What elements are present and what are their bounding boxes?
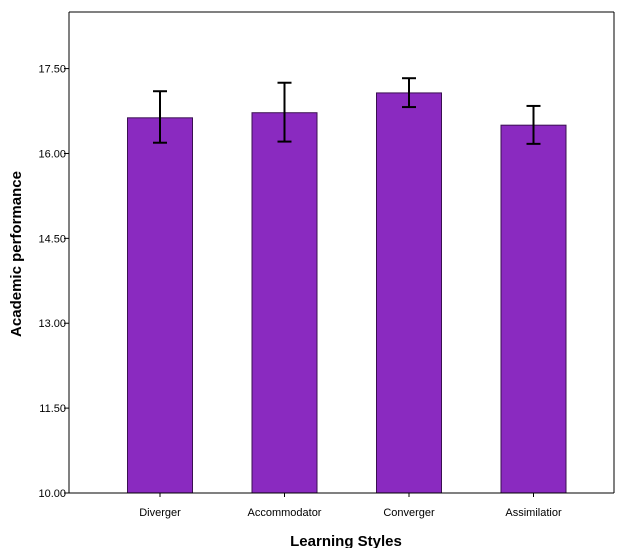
- x-tick-label: Converger: [383, 507, 435, 519]
- y-tick-label: 11.50: [39, 403, 66, 415]
- x-tick-label: Diverger: [139, 507, 181, 519]
- x-axis-title: Learning Styles: [290, 533, 402, 548]
- error-bar-converger: [402, 77, 416, 109]
- x-ticks-layer: Diverger Accommodator Converger Assimilatio…: [139, 493, 562, 519]
- y-tick-label: 13.00: [38, 318, 66, 330]
- error-bar-accommodator: [277, 81, 292, 143]
- y-ticks-layer: 10.00 11.50 13.00 14.50 16.00 17.50: [38, 64, 69, 500]
- y-tick-label: 16.00: [38, 148, 66, 160]
- error-bar-diverger: [153, 90, 167, 144]
- bars-layer: [127, 92, 567, 494]
- bar-converger: [376, 92, 442, 494]
- bar-assimilatior: [500, 124, 567, 494]
- x-tick-label: Assimilatior: [505, 507, 562, 519]
- bar-diverger: [127, 117, 193, 494]
- y-tick-label: 17.50: [38, 64, 66, 76]
- y-tick-label: 14.50: [38, 233, 66, 245]
- error-bars-layer: [153, 77, 541, 145]
- y-tick-label: 10.00: [38, 488, 66, 500]
- x-tick-label: Accommodator: [248, 507, 322, 519]
- y-axis-title: Academic performance: [8, 171, 25, 337]
- bar-accommodator: [251, 112, 318, 494]
- error-bar-assimilatior: [526, 104, 541, 145]
